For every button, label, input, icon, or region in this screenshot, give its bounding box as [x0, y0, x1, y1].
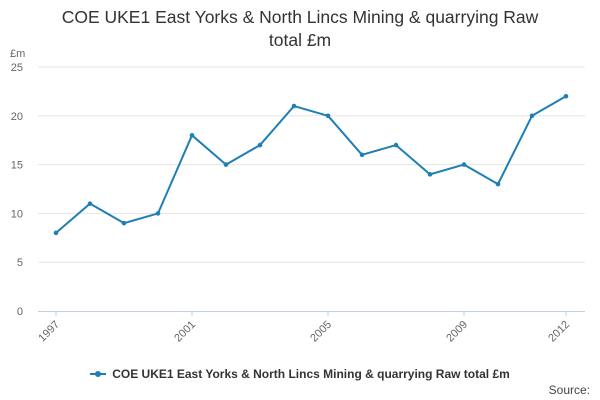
y-tick-label: 20	[11, 111, 23, 123]
x-tick-label: 2009	[444, 319, 470, 345]
series-layer	[53, 93, 569, 236]
data-point[interactable]	[53, 230, 59, 236]
y-tick-label: 25	[11, 62, 23, 74]
y-axis-unit-label: £m	[10, 48, 25, 60]
data-point[interactable]	[189, 133, 195, 138]
gridlines	[38, 66, 585, 263]
data-point[interactable]	[359, 152, 365, 158]
chart-title: COE UKE1 East Yorks & North Lincs Mining…	[0, 6, 600, 52]
data-point[interactable]	[495, 181, 501, 187]
series-line	[55, 95, 567, 234]
data-point[interactable]	[291, 103, 297, 109]
data-point[interactable]	[427, 172, 433, 177]
legend-line-marker-icon	[90, 371, 107, 377]
y-tick-label: 0	[17, 306, 23, 318]
x-tick-label: 1997	[36, 319, 62, 345]
legend-item[interactable]: COE UKE1 East Yorks & North Lincs Mining…	[90, 367, 510, 381]
data-point[interactable]	[87, 201, 93, 206]
data-point[interactable]	[461, 162, 467, 167]
data-point[interactable]	[121, 220, 127, 226]
x-axis: 1997 2001 2005 2009 2012	[36, 311, 585, 344]
chart-title-line-1: COE UKE1 East Yorks & North Lincs Mining…	[61, 7, 539, 27]
y-tick-label: 10	[11, 208, 23, 220]
data-point[interactable]	[223, 162, 229, 167]
x-tick-label: 2005	[308, 319, 334, 345]
data-point[interactable]	[257, 142, 263, 148]
chart-title-line-2: total £m	[268, 30, 332, 50]
x-tick-label: 2012	[546, 319, 572, 345]
data-point[interactable]	[529, 113, 535, 119]
data-point[interactable]	[563, 93, 569, 99]
y-tick-label: 15	[11, 160, 23, 172]
source-label: Source:	[548, 383, 590, 397]
data-point[interactable]	[393, 142, 399, 148]
x-tick-label: 2001	[172, 319, 198, 345]
y-tick-label: 5	[17, 257, 23, 269]
legend: COE UKE1 East Yorks & North Lincs Mining…	[0, 364, 600, 381]
data-point[interactable]	[155, 211, 161, 216]
data-point[interactable]	[325, 113, 331, 119]
legend-label: COE UKE1 East Yorks & North Lincs Mining…	[112, 367, 510, 381]
y-axis: 0 5 10 15 20 25	[11, 62, 23, 318]
